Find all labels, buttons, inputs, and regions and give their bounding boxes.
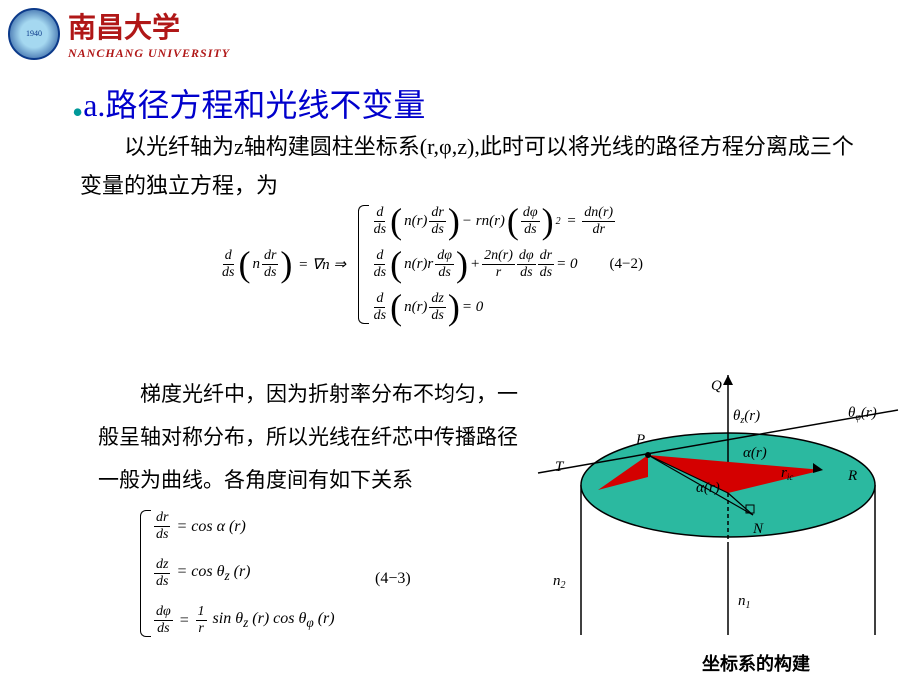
- university-header: 1940 南昌大学 NANCHANG UNIVERSITY: [8, 6, 230, 61]
- eq1-line-2: dds (n(r)r dφds ) + 2n(r)r dφds drds = 0…: [372, 248, 643, 281]
- eq1-number: (4−2): [610, 256, 643, 273]
- eq1-brace: dds (n(r) drds ) − rn(r) ( dφds )2 = dn(…: [358, 205, 643, 324]
- university-name-block: 南昌大学 NANCHANG UNIVERSITY: [68, 6, 230, 61]
- eq2-line-2: dzds = cos θz (r): [154, 557, 335, 590]
- eq1-line-1: dds (n(r) drds ) − rn(r) ( dφds )2 = dn(…: [372, 205, 643, 238]
- eq1-lhs: dds ( n drds ) = ∇n ⇒: [220, 248, 350, 281]
- paragraph-2: 梯度光纤中，因为折射率分布不均匀，一般呈轴对称分布，所以光线在纤芯中传播路径一般…: [98, 373, 528, 502]
- label-N: N: [752, 521, 764, 537]
- label-n1: n1: [738, 593, 751, 611]
- label-R: R: [847, 468, 857, 484]
- eq2-number: (4−3): [375, 570, 411, 588]
- university-name-en: NANCHANG UNIVERSITY: [68, 46, 230, 61]
- equation-block-2: drds = cos α (r) dzds = cos θz (r) dφds …: [140, 508, 335, 637]
- paragraph-1: 以光纤轴为z轴构建圆柱坐标系(r,φ,z),此时可以将光线的路径方程分离成三个变…: [80, 128, 870, 205]
- eq2-line-1: drds = cos α (r): [154, 510, 335, 543]
- label-P: P: [635, 432, 645, 448]
- label-Q: Q: [711, 378, 722, 394]
- coordinate-diagram: Q P T R N θz(r) θφ(r) α(r) α(r) ric n2 n…: [528, 375, 908, 650]
- label-alpha-bot: α(r): [696, 480, 720, 496]
- eq1-line-3: dds (n(r) dzds ) = 0: [372, 291, 643, 324]
- eq2-line-3: dφds = 1r sin θz (r) cos θφ (r): [154, 604, 335, 637]
- diagram-caption: 坐标系的构建: [702, 650, 810, 676]
- eq2-brace: drds = cos α (r) dzds = cos θz (r) dφds …: [140, 510, 335, 637]
- university-logo: 1940: [8, 8, 60, 60]
- heading-text: a.路径方程和光线不变量: [83, 87, 425, 123]
- label-n2: n2: [553, 573, 566, 591]
- label-T: T: [555, 459, 565, 475]
- section-heading: •a.路径方程和光线不变量: [72, 80, 425, 131]
- label-theta-z: θz(r): [733, 408, 760, 426]
- university-name-cn: 南昌大学: [68, 6, 230, 46]
- label-alpha-top: α(r): [743, 445, 767, 461]
- logo-year: 1940: [26, 29, 42, 38]
- heading-bullet: •: [72, 94, 83, 130]
- label-theta-phi: θφ(r): [848, 405, 877, 423]
- equation-block-1: dds ( n drds ) = ∇n ⇒ dds (n(r) drds ) −…: [220, 205, 643, 324]
